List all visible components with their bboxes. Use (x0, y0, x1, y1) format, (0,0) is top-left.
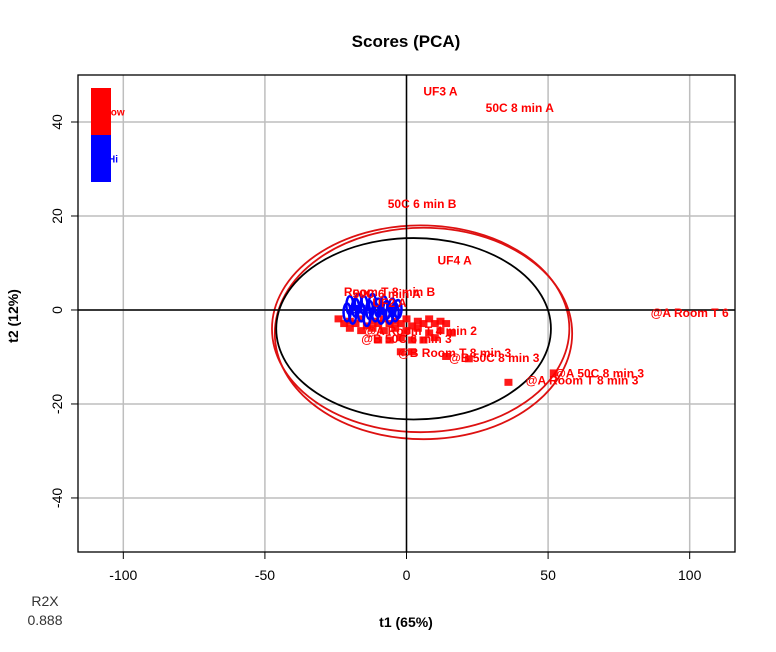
score-point-low (346, 325, 354, 332)
chart-title: Scores (PCA) (352, 32, 461, 51)
legend: low Hi (91, 88, 125, 182)
y-tick-label: -40 (49, 488, 65, 508)
r2x-label: R2X (0, 593, 90, 609)
legend-label-hi: Hi (108, 155, 118, 166)
point-label: 50C 8 min A (486, 101, 555, 115)
point-label: @A Room T 8 min 3 (526, 373, 639, 387)
score-point-low (403, 315, 411, 322)
point-label: @B 50C 8 min 3 (449, 351, 540, 365)
x-axis-label: t1 (65%) (379, 614, 433, 630)
x-tick-label: 100 (678, 567, 702, 583)
axis-ticks: -100 -50 0 50 100 -40 -20 0 20 40 (49, 114, 702, 583)
point-label: @B 50C 6 min 3 (361, 332, 452, 346)
y-tick-label: 20 (49, 208, 65, 224)
legend-label-low: low (108, 108, 125, 119)
x-tick-label: -100 (109, 567, 137, 583)
y-tick-label: 0 (49, 306, 65, 314)
y-tick-label: 40 (49, 114, 65, 130)
point-label: 50C 6 min B (388, 197, 457, 211)
zero-axes (78, 75, 735, 552)
x-tick-label: -50 (255, 567, 275, 583)
x-tick-label: 0 (403, 567, 411, 583)
point-label: UF4 A (438, 254, 473, 268)
point-label: @A Room T 6 (651, 306, 729, 320)
point-label: UF3 A (423, 84, 458, 98)
y-axis-label: t2 (12%) (5, 289, 21, 343)
r2x-value: 0.888 (0, 612, 90, 628)
x-tick-label: 50 (540, 567, 556, 583)
score-point-low (504, 379, 512, 386)
point-label: UF1 A (350, 303, 385, 317)
y-tick-label: -20 (49, 394, 65, 414)
